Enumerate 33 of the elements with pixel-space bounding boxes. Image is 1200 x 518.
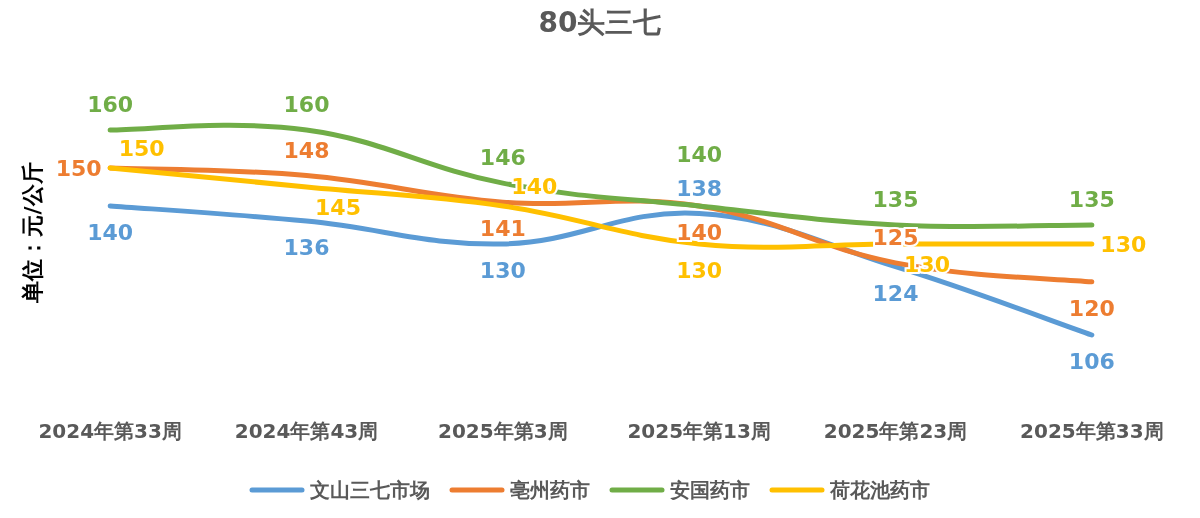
data-label: 136 [283,235,330,261]
data-label: 130 [1100,231,1147,257]
x-tick-label: 2024年第43周 [234,419,379,443]
data-label: 146 [479,145,526,171]
x-tick-label: 2025年第3周 [438,419,568,443]
data-label: 130 [479,257,526,283]
data-label: 120 [1068,295,1115,321]
data-label: 124 [872,280,919,306]
chart-title: 80头三七 [538,6,662,39]
legend-label: 亳州药市 [510,478,590,502]
data-label: 138 [676,175,723,201]
data-label: 106 [1068,349,1115,374]
legend-label: 荷花池药市 [829,478,930,502]
data-label: 140 [87,219,134,245]
data-label: 140 [676,219,723,245]
data-label: 140 [676,141,723,167]
legend-label: 安国药市 [670,478,750,502]
x-tick-label: 2025年第23周 [823,419,968,443]
legend-label: 文山三七市场 [309,478,430,502]
data-label: 148 [283,137,330,163]
data-label: 135 [872,186,919,212]
data-label: 150 [118,135,165,161]
data-label: 160 [283,92,330,117]
y-axis-title: 单位：元/公斤 [20,162,45,304]
x-tick-label: 2024年第33周 [38,419,182,443]
x-tick-label: 2025年第33周 [1020,419,1164,443]
data-label: 135 [1068,186,1115,212]
x-tick-label: 2025年第13周 [627,419,771,443]
data-label: 141 [479,216,526,242]
data-label: 130 [676,257,723,283]
data-label: 145 [315,194,361,220]
data-label: 160 [87,92,134,117]
data-label: 150 [55,155,102,181]
